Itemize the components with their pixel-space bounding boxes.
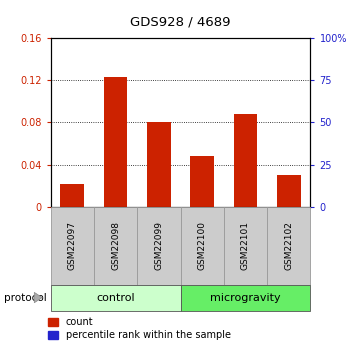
Bar bbox=[60, 184, 84, 207]
Text: GSM22098: GSM22098 bbox=[111, 221, 120, 270]
Text: GSM22101: GSM22101 bbox=[241, 221, 250, 270]
Text: microgravity: microgravity bbox=[210, 293, 281, 303]
Bar bbox=[277, 175, 301, 207]
Bar bbox=[104, 77, 127, 207]
Text: protocol: protocol bbox=[4, 293, 46, 303]
Bar bbox=[190, 156, 214, 207]
Bar bbox=[147, 122, 171, 207]
Text: control: control bbox=[96, 293, 135, 303]
Legend: count, percentile rank within the sample: count, percentile rank within the sample bbox=[48, 317, 231, 340]
Text: GSM22097: GSM22097 bbox=[68, 221, 77, 270]
Text: GSM22100: GSM22100 bbox=[198, 221, 206, 270]
Text: GSM22099: GSM22099 bbox=[155, 221, 163, 270]
Text: GDS928 / 4689: GDS928 / 4689 bbox=[130, 16, 231, 29]
Text: GSM22102: GSM22102 bbox=[284, 221, 293, 270]
Bar bbox=[234, 114, 257, 207]
